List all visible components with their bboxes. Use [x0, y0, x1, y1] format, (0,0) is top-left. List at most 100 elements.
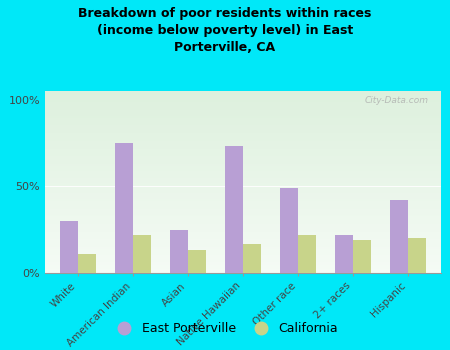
Bar: [45, 156, 441, 157]
Bar: [45, 229, 441, 230]
Bar: [45, 139, 441, 140]
Bar: [45, 148, 441, 149]
Bar: [45, 162, 441, 163]
Bar: [45, 209, 441, 210]
Bar: [45, 126, 441, 127]
Bar: [45, 155, 441, 156]
Bar: [45, 235, 441, 236]
Bar: [45, 99, 441, 100]
Bar: [45, 98, 441, 99]
Bar: [45, 262, 441, 263]
Bar: [45, 240, 441, 241]
Bar: [45, 188, 441, 189]
Bar: [45, 157, 441, 158]
Bar: [45, 184, 441, 185]
Bar: [45, 178, 441, 179]
Bar: [45, 247, 441, 248]
Bar: [45, 263, 441, 264]
Bar: [45, 135, 441, 136]
Bar: [45, 228, 441, 229]
Bar: [45, 254, 441, 255]
Bar: [45, 115, 441, 116]
Bar: [45, 119, 441, 120]
Bar: [45, 110, 441, 111]
Bar: [45, 173, 441, 174]
Bar: [45, 218, 441, 219]
Bar: [45, 214, 441, 215]
Bar: [45, 250, 441, 251]
Bar: [45, 129, 441, 130]
Bar: [45, 217, 441, 218]
Bar: [45, 166, 441, 167]
Bar: [45, 130, 441, 131]
Bar: [45, 108, 441, 109]
Bar: [45, 114, 441, 115]
Bar: [45, 176, 441, 177]
Bar: [188, 251, 206, 273]
Bar: [45, 190, 441, 191]
Bar: [45, 268, 441, 269]
Bar: [243, 244, 261, 273]
Bar: [45, 205, 441, 206]
Bar: [45, 232, 441, 233]
Bar: [45, 259, 441, 260]
Bar: [45, 147, 441, 148]
Bar: [45, 248, 441, 249]
Bar: [225, 146, 243, 273]
Bar: [45, 122, 441, 123]
Bar: [45, 207, 441, 208]
Bar: [45, 117, 441, 118]
Bar: [45, 230, 441, 231]
Bar: [45, 193, 441, 194]
Bar: [45, 253, 441, 254]
Bar: [45, 112, 441, 113]
Bar: [45, 220, 441, 221]
Bar: [45, 93, 441, 94]
Bar: [45, 213, 441, 214]
Bar: [45, 244, 441, 245]
Bar: [45, 198, 441, 199]
Bar: [45, 266, 441, 267]
Bar: [45, 180, 441, 181]
Bar: [45, 161, 441, 162]
Bar: [45, 159, 441, 160]
Text: City-Data.com: City-Data.com: [365, 97, 429, 105]
Bar: [133, 235, 151, 273]
Bar: [45, 179, 441, 180]
Bar: [45, 164, 441, 165]
Bar: [45, 102, 441, 103]
Bar: [45, 105, 441, 106]
Bar: [45, 111, 441, 112]
Bar: [45, 125, 441, 126]
Bar: [45, 199, 441, 200]
Bar: [45, 118, 441, 119]
Bar: [45, 170, 441, 171]
Bar: [280, 188, 298, 273]
Bar: [45, 116, 441, 117]
Bar: [45, 127, 441, 128]
Bar: [45, 234, 441, 235]
Bar: [45, 95, 441, 96]
Bar: [45, 257, 441, 258]
Bar: [45, 92, 441, 93]
Bar: [45, 128, 441, 129]
Bar: [45, 97, 441, 98]
Bar: [45, 104, 441, 105]
Bar: [45, 252, 441, 253]
Bar: [45, 91, 441, 92]
Bar: [45, 206, 441, 207]
Bar: [45, 242, 441, 243]
Bar: [45, 146, 441, 147]
Bar: [45, 100, 441, 101]
Bar: [45, 227, 441, 228]
Bar: [391, 200, 408, 273]
Bar: [45, 150, 441, 151]
Bar: [45, 233, 441, 234]
Bar: [45, 269, 441, 270]
Bar: [45, 267, 441, 268]
Bar: [45, 177, 441, 178]
Bar: [45, 204, 441, 205]
Bar: [45, 183, 441, 184]
Bar: [45, 194, 441, 195]
Bar: [171, 230, 188, 273]
